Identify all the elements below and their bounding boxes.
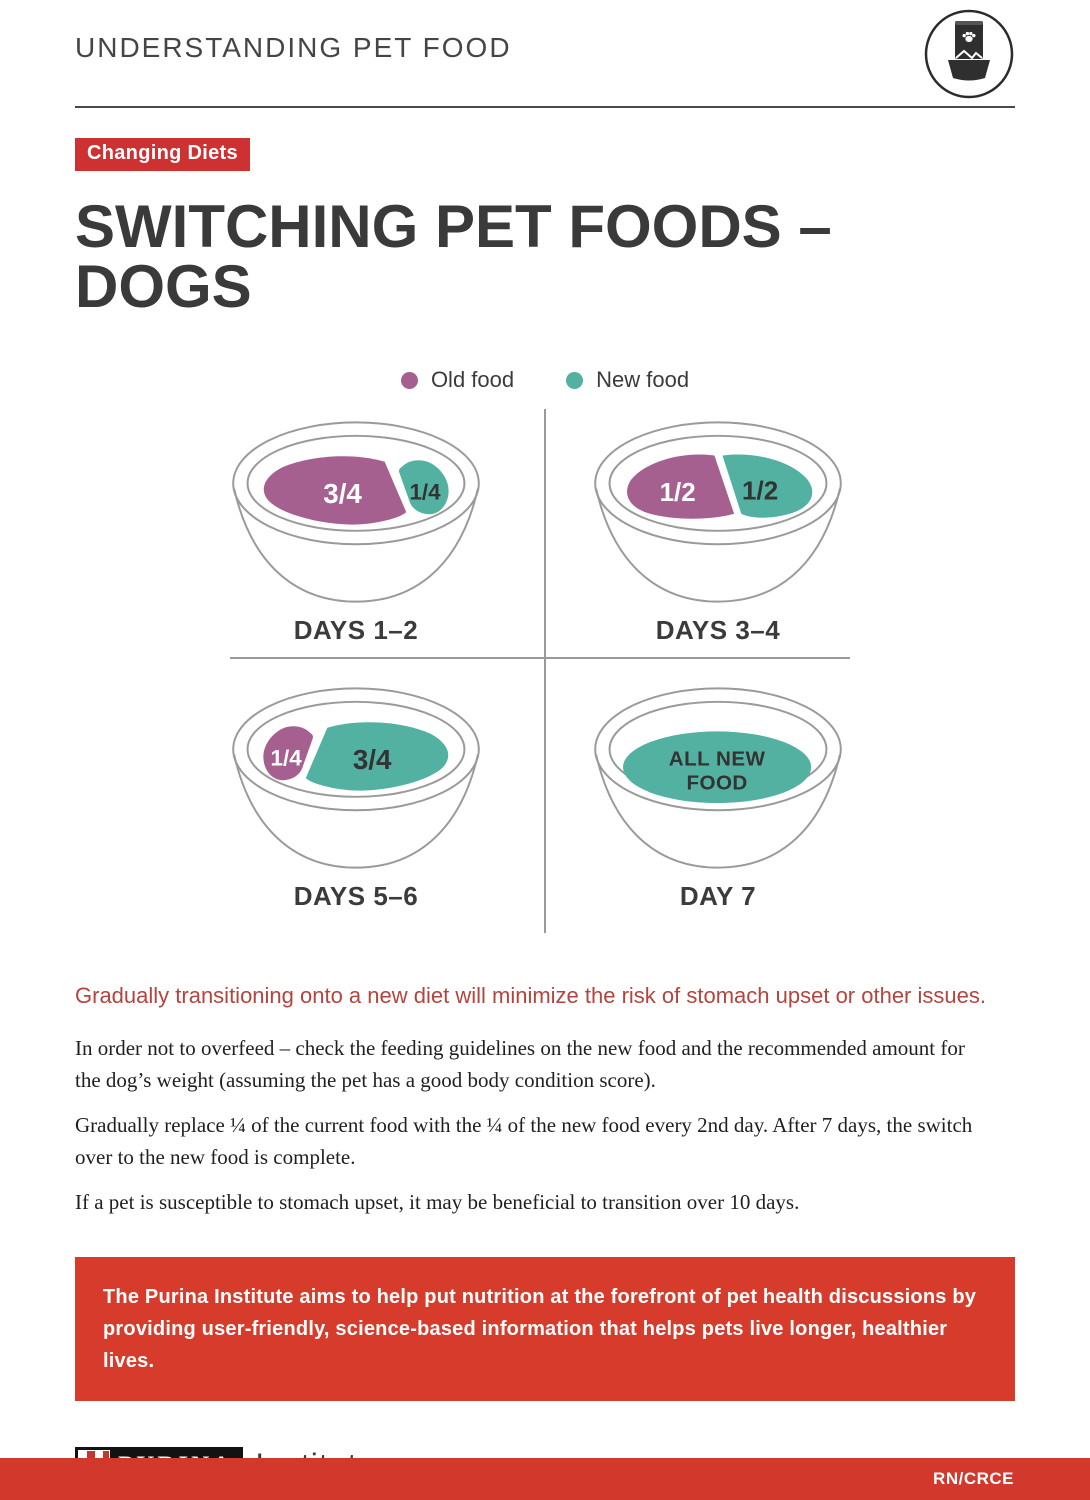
changing-diets-badge: Changing Diets (75, 138, 250, 171)
legend-item-old-food: Old food (400, 367, 515, 393)
body-paragraph-2: Gradually replace ¼ of the current food … (75, 1113, 973, 1169)
portion-all-new-food (623, 731, 812, 804)
portion-label-new: 3/4 (353, 744, 392, 775)
legend-item-new-food: New food (566, 367, 689, 393)
portion-label-line1: ALL NEW (669, 747, 766, 770)
bowl-diagram-days-1-2: 3/4 1/4 (232, 421, 480, 603)
bowl-diagram-days-3-4: 1/2 1/2 (594, 421, 842, 603)
quadrant-divider-vertical (544, 409, 546, 933)
portion-new-half (722, 454, 813, 518)
bowl-diagram-day-7: ALL NEW FOOD (594, 687, 842, 869)
header-title: UNDERSTANDING PET FOOD (75, 32, 512, 63)
quadrant-day-7: ALL NEW FOOD DAY 7 (545, 659, 1015, 933)
body-paragraph-1: In order not to overfeed – check the fee… (75, 1036, 965, 1092)
portion-new-three-quarters (305, 722, 449, 791)
portion-label-new: 1/2 (742, 475, 778, 505)
portion-old-half (627, 454, 735, 519)
day-label: DAYS 5–6 (293, 881, 419, 911)
legend-label-old: Old food (430, 367, 515, 392)
page-title: SWITCHING PET FOODS – DOGS (75, 193, 832, 320)
quadrant-days-3-4: 1/2 1/2 DAYS 3–4 (545, 409, 1015, 659)
footer-code: RN/CRCE (933, 1469, 1014, 1488)
header-rule (75, 106, 1015, 108)
portion-label-old: 3/4 (323, 478, 362, 509)
pet-food-bag-bowl-icon (924, 9, 1014, 99)
callout-box: The Purina Institute aims to help put nu… (75, 1256, 1015, 1401)
quadrant-days-1-2: 3/4 1/4 DAYS 1–2 (75, 409, 545, 659)
day-label: DAYS 3–4 (655, 615, 781, 645)
old-food-dot-icon (400, 371, 418, 389)
footer-bar: RN/CRCE (0, 1458, 1090, 1500)
bowl-diagram-days-5-6: 1/4 3/4 (232, 687, 480, 869)
portion-label-old: 1/2 (660, 477, 696, 507)
portion-label-old: 1/4 (271, 745, 303, 770)
quadrant-days-5-6: 1/4 3/4 DAYS 5–6 (75, 659, 545, 933)
portion-label-new: 1/4 (409, 479, 441, 504)
portion-new-one-quarter (399, 460, 449, 515)
transition-diagram: 3/4 1/4 DAYS 1–2 1/ (75, 409, 1015, 933)
day-label: DAY 7 (679, 881, 757, 911)
header: UNDERSTANDING PET FOOD (75, 0, 1015, 106)
legend: Old food New food (75, 367, 1015, 393)
lead-text: Gradually transitioning onto a new diet … (75, 983, 986, 1008)
portion-old-one-quarter (263, 726, 313, 781)
portion-label-line2: FOOD (686, 772, 747, 795)
legend-label-new: New food (596, 367, 690, 392)
portion-old-three-quarters (263, 456, 407, 525)
body-paragraph-3: If a pet is susceptible to stomach upset… (75, 1190, 800, 1214)
quadrant-divider-horizontal (230, 657, 850, 659)
new-food-dot-icon (566, 371, 584, 389)
paw-print-icon (962, 31, 976, 43)
day-label: DAYS 1–2 (293, 615, 419, 645)
